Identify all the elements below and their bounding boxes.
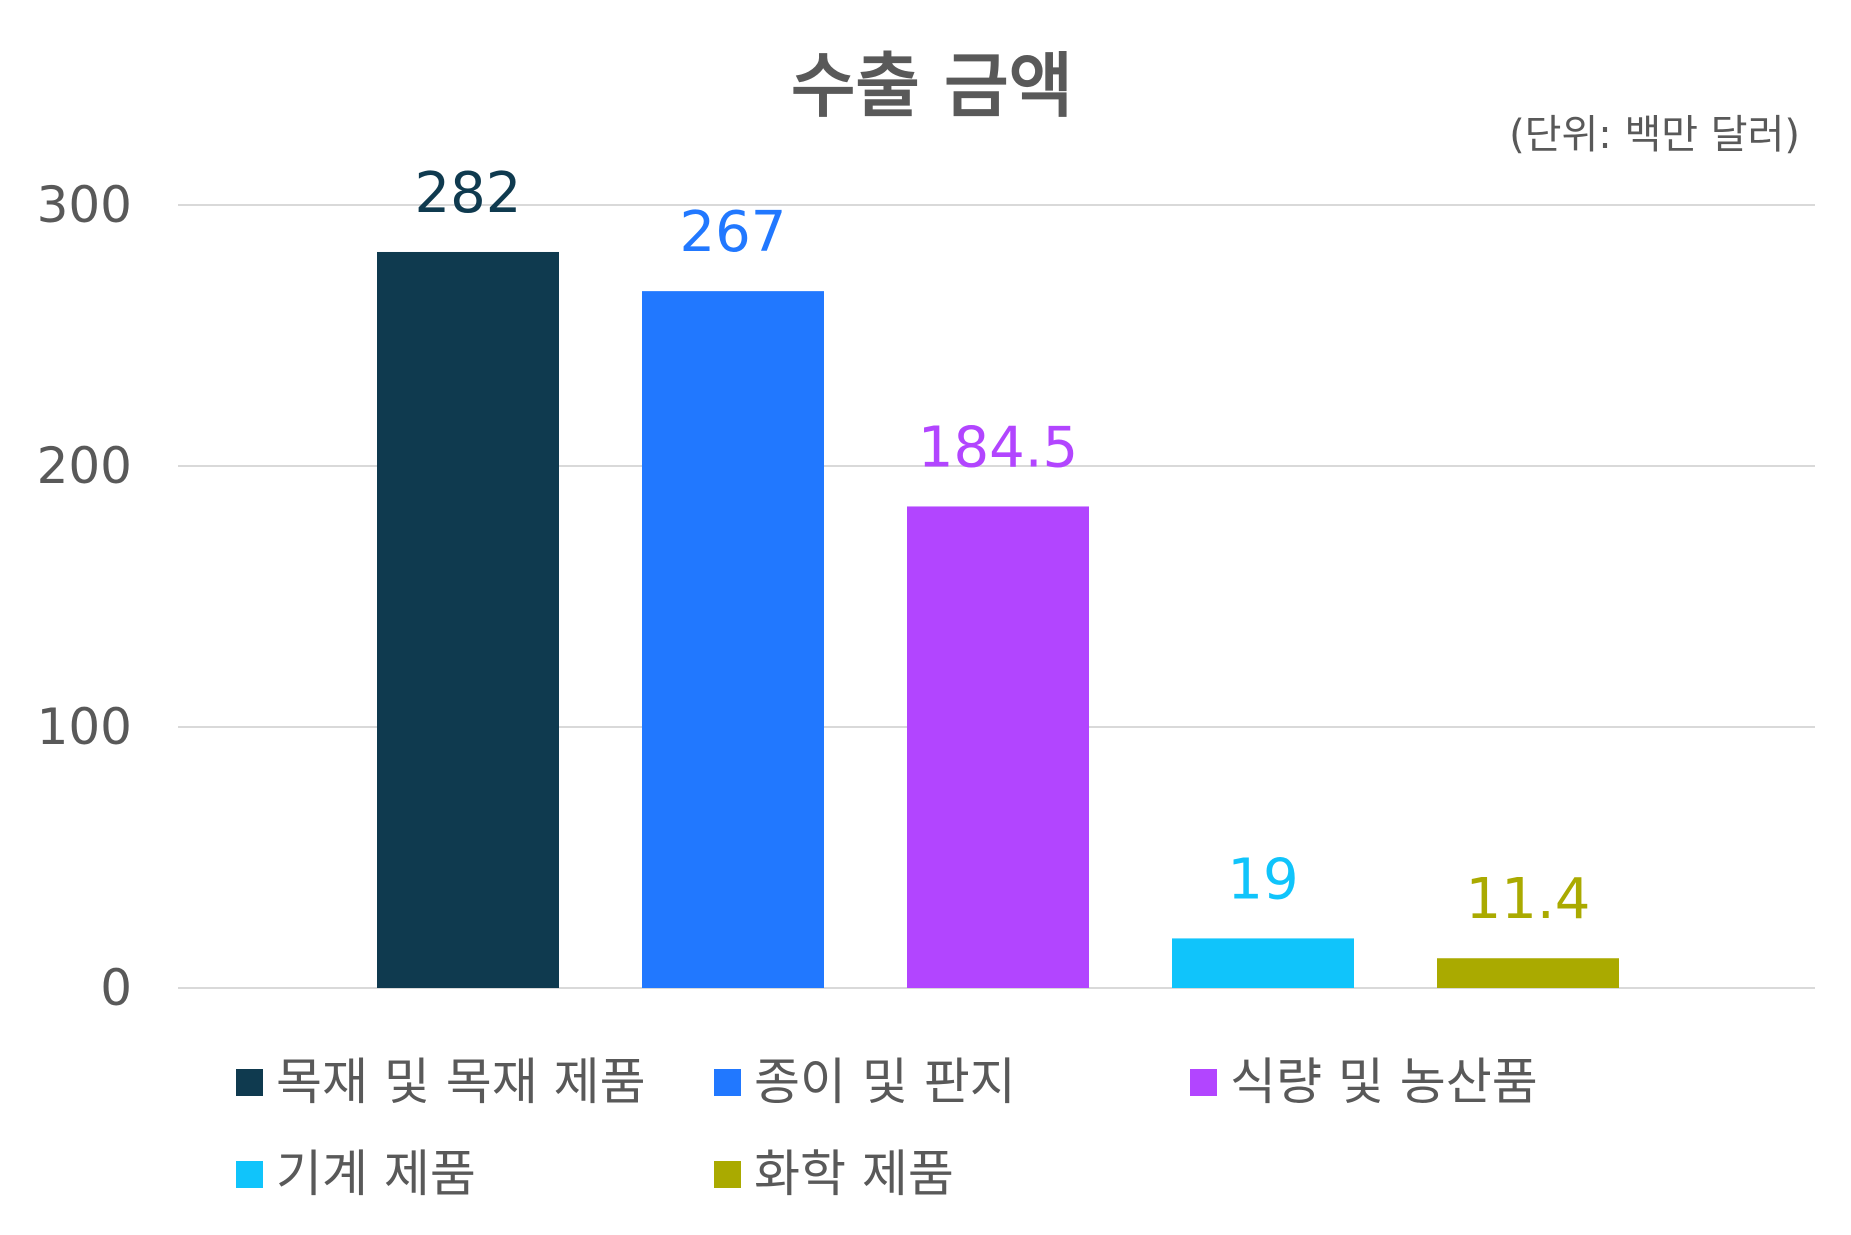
y-axis-ticks: 0 100 200 300 [37,176,132,1017]
legend-swatch [236,1069,263,1096]
data-label: 11.4 [1466,867,1591,932]
bar [907,506,1089,988]
unit-note: (단위: 백만 달러) [1509,112,1800,158]
legend-label: 목재 및 목재 제품 [276,1053,646,1111]
data-label: 267 [680,200,787,265]
bar [642,291,824,988]
legend-swatch [714,1069,741,1096]
data-label: 19 [1227,847,1298,912]
legend-swatch [236,1161,263,1188]
y-tick-label: 200 [37,437,132,495]
bar [1172,938,1354,988]
legend-label: 종이 및 판지 [754,1053,1016,1111]
y-tick-label: 0 [100,959,132,1017]
bar [377,251,559,989]
y-tick-label: 300 [37,176,132,234]
legend-item: 식량 및 농산품 [1190,1053,1538,1111]
legend-swatch [714,1161,741,1188]
legend-item: 기계 제품 [236,1145,476,1203]
legend-item: 종이 및 판지 [714,1053,1016,1111]
data-label: 282 [415,161,522,226]
data-label: 184.5 [918,415,1078,480]
legend-label: 기계 제품 [276,1145,476,1203]
legend-label: 화학 제품 [754,1145,954,1203]
legend-item: 목재 및 목재 제품 [236,1053,646,1111]
data-labels: 282 267 184.5 19 11.4 [415,161,1591,932]
y-tick-label: 100 [37,698,132,756]
bar [1437,958,1619,988]
legend-label: 식량 및 농산품 [1230,1053,1538,1111]
legend-swatch [1190,1069,1217,1096]
legend-item: 화학 제품 [714,1145,954,1203]
bars [377,251,1619,989]
chart-title: 수출 금액 [791,45,1073,127]
